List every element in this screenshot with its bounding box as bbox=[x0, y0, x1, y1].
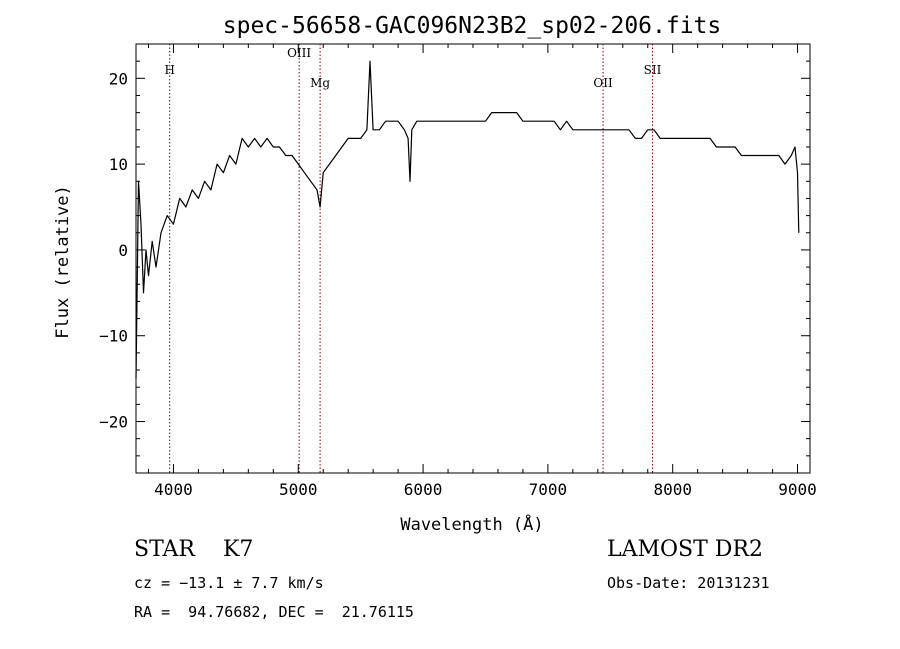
y-tick-label: −20 bbox=[99, 413, 128, 432]
spectral-line-label: SII bbox=[644, 63, 662, 77]
x-tick-label: 9000 bbox=[778, 480, 817, 499]
survey-name: LAMOST DR2 bbox=[607, 537, 763, 562]
spectrum-series-line bbox=[135, 60, 800, 379]
x-axis-label: Wavelength (Å) bbox=[400, 513, 543, 535]
y-tick-label: 20 bbox=[109, 69, 128, 88]
y-tick-label: 10 bbox=[109, 155, 128, 174]
redshift-velocity: cz = −13.1 ± 7.7 km/s bbox=[134, 574, 324, 592]
chart-title: spec-56658-GAC096N23B2_sp02-206.fits bbox=[223, 13, 722, 39]
observation-date: Obs-Date: 20131231 bbox=[607, 574, 770, 592]
x-tick-label: 4000 bbox=[154, 480, 193, 499]
spectral-line-label: OIII bbox=[287, 46, 311, 60]
spectral-line-label: H bbox=[164, 63, 174, 77]
y-axis-label: Flux (relative) bbox=[53, 185, 73, 339]
spectral-line-label: Mg bbox=[310, 76, 330, 90]
x-tick-label: 8000 bbox=[653, 480, 692, 499]
y-tick-label: −10 bbox=[99, 327, 128, 346]
x-tick-label: 5000 bbox=[279, 480, 318, 499]
spectral-line-label: OII bbox=[593, 76, 613, 90]
y-tick-label: 0 bbox=[118, 241, 128, 260]
star-classification: STAR K7 bbox=[134, 537, 254, 562]
x-tick-label: 6000 bbox=[404, 480, 443, 499]
coordinates: RA = 94.76682, DEC = 21.76115 bbox=[134, 603, 414, 621]
x-tick-label: 7000 bbox=[529, 480, 568, 499]
plot-frame bbox=[135, 43, 811, 474]
